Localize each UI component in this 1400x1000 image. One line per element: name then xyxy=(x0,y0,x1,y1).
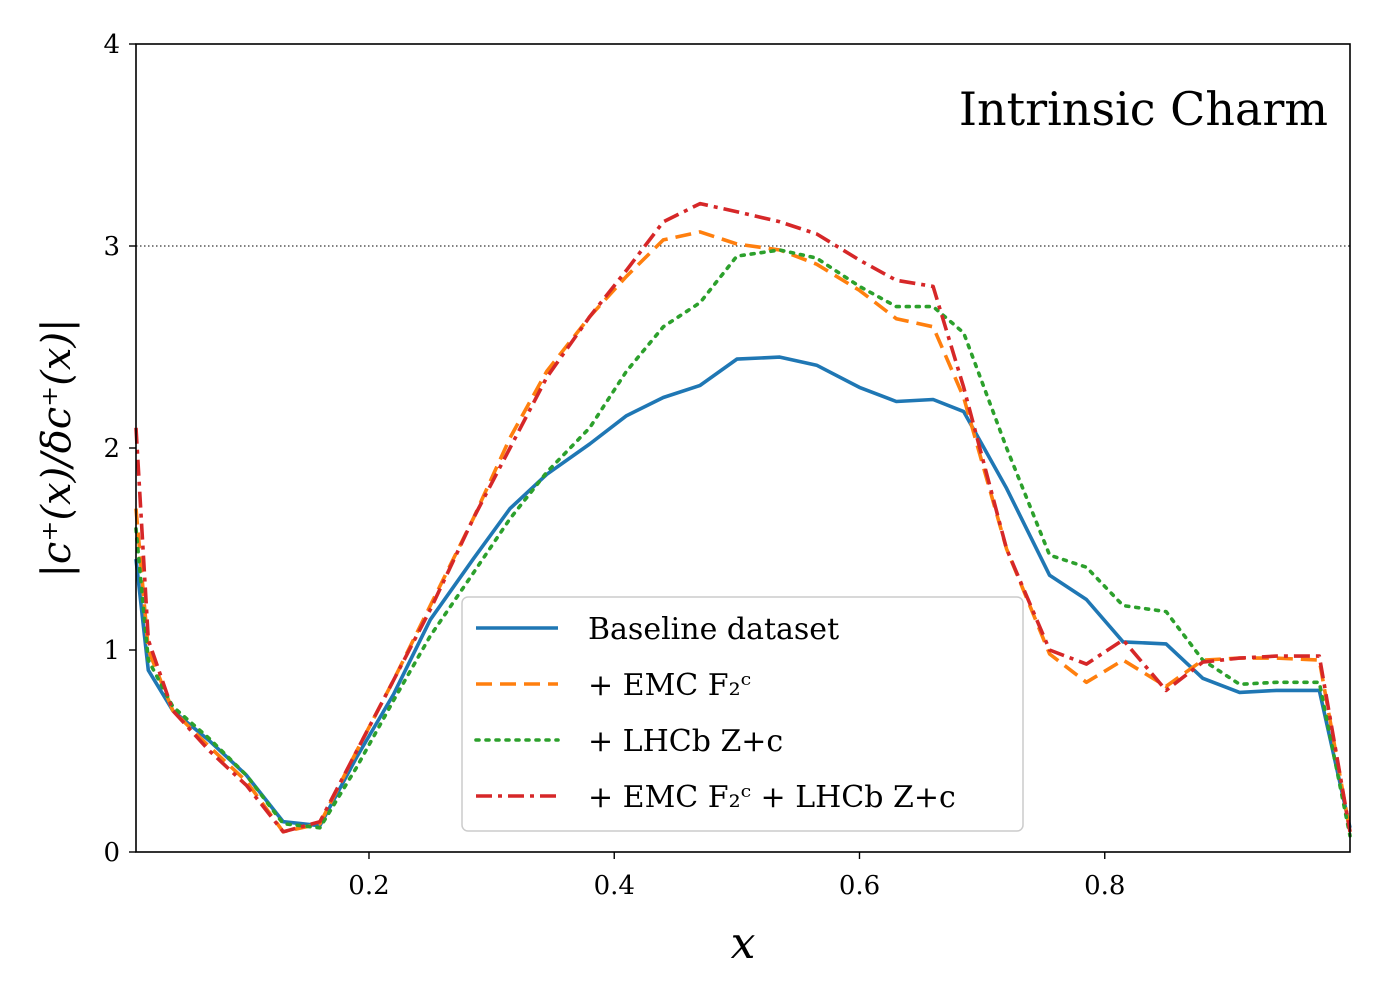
x-tick-label: 0.4 xyxy=(594,871,635,901)
legend-label-2: + LHCb Z+c xyxy=(588,724,783,759)
legend-items: Baseline dataset + EMC F₂ᶜ + LHCb Z+c + EMC… xyxy=(474,612,956,815)
y-tick-label: 4 xyxy=(103,30,120,60)
x-tick-label: 0.8 xyxy=(1084,871,1125,901)
y-tick-label: 1 xyxy=(103,636,120,666)
legend-box xyxy=(461,596,1024,832)
legend-label-3: + EMC F₂ᶜ + LHCb Z+c xyxy=(588,780,956,815)
y-tick-label: 3 xyxy=(103,232,120,262)
legend-label-1: + EMC F₂ᶜ xyxy=(588,668,751,703)
x-tick-label: 0.6 xyxy=(839,871,880,901)
y-tick-label: 2 xyxy=(103,434,120,464)
x-tick-label: 0.2 xyxy=(348,871,389,901)
legend-label-0: Baseline dataset xyxy=(588,612,839,647)
x-axis-label: x xyxy=(731,918,756,969)
series-layer xyxy=(134,201,1352,838)
y-tick-label: 0 xyxy=(103,838,120,868)
legend: Baseline dataset + EMC F₂ᶜ + LHCb Z+c + EMC… xyxy=(461,596,1024,832)
ticks-layer: 0.2 0.4 0.6 0.8 0 1 2 3 4 xyxy=(103,30,1125,901)
series-line-0 xyxy=(134,355,1352,829)
y-axis-label: |c⁺(x)/δc⁺(x)| xyxy=(34,318,80,577)
annotation-label: Intrinsic Charm xyxy=(959,82,1328,136)
series-line-3 xyxy=(134,201,1352,834)
